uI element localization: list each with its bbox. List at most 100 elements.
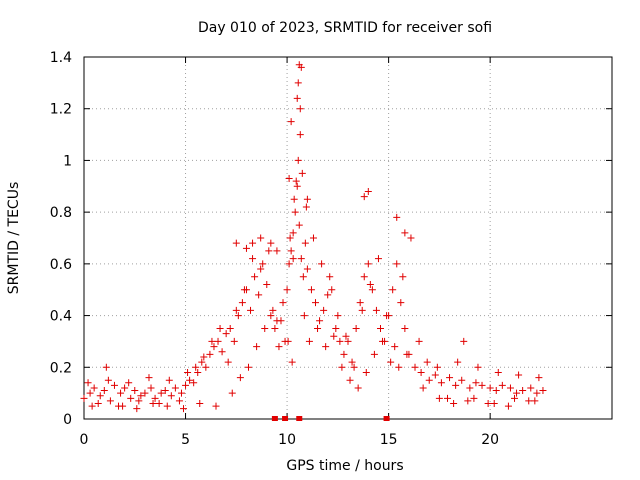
data-point [119, 402, 127, 410]
data-point [458, 376, 466, 384]
data-point [157, 389, 165, 397]
y-tick-label: 0 [63, 412, 72, 428]
data-point [372, 306, 380, 314]
data-point [348, 358, 356, 366]
data-point [328, 286, 336, 294]
data-point [290, 195, 298, 203]
data-point [232, 239, 240, 247]
data-point [437, 379, 445, 387]
data-point [350, 363, 358, 371]
data-point [340, 350, 348, 358]
bottom-flag-marker [271, 416, 278, 421]
data-point [460, 337, 468, 345]
data-point [506, 384, 514, 392]
data-point [269, 306, 277, 314]
data-point [86, 389, 94, 397]
data-point [539, 387, 547, 395]
data-point [234, 312, 242, 320]
data-point [294, 79, 302, 87]
data-point [137, 392, 145, 400]
y-tick-label: 1 [63, 153, 72, 169]
data-point [454, 358, 462, 366]
data-point [486, 384, 494, 392]
data-point [271, 325, 279, 332]
data-point [147, 384, 155, 392]
data-point [336, 337, 344, 345]
data-point [425, 376, 433, 384]
data-point [450, 399, 458, 407]
data-point [135, 397, 143, 405]
data-point [218, 348, 226, 356]
data-point [358, 306, 366, 314]
data-point [255, 291, 263, 299]
data-point [230, 337, 238, 345]
x-tick-label: 0 [80, 432, 89, 448]
data-point [206, 350, 214, 358]
data-point [395, 363, 403, 371]
y-tick-label: 0.8 [50, 205, 72, 221]
data-point [192, 363, 200, 371]
data-point [133, 405, 141, 413]
data-point [88, 402, 96, 410]
y-tick-label: 0.4 [50, 309, 72, 325]
data-point [417, 368, 425, 376]
data-point [515, 371, 523, 379]
data-point [397, 299, 405, 307]
data-point [300, 312, 308, 320]
data-point [368, 286, 376, 294]
data-point [273, 247, 281, 255]
data-point [401, 229, 409, 237]
data-point [364, 187, 372, 195]
data-point [232, 306, 240, 314]
data-point [403, 350, 411, 358]
data-point [433, 363, 441, 371]
data-point [247, 306, 255, 314]
data-point [194, 368, 202, 376]
data-point [208, 337, 216, 345]
gridlines [84, 57, 612, 419]
y-axis-label: SRMTID / TECUs [6, 182, 22, 295]
data-point [391, 343, 399, 351]
data-point [293, 94, 301, 102]
data-point [186, 376, 194, 384]
data-point [171, 384, 179, 392]
data-point [294, 156, 302, 164]
data-point [163, 402, 171, 410]
data-point [249, 255, 257, 263]
data-point [228, 389, 236, 397]
data-point [531, 397, 539, 405]
data-point [330, 332, 338, 340]
data-point [393, 260, 401, 268]
data-point [106, 397, 114, 405]
data-point [407, 234, 415, 242]
data-point [291, 208, 299, 216]
data-point [298, 169, 306, 177]
data-point [145, 374, 153, 382]
data-point [275, 343, 283, 351]
data-point [287, 247, 295, 255]
data-point [277, 317, 285, 325]
data-point [177, 389, 185, 397]
data-point [494, 368, 502, 376]
x-axis-label: GPS time / hours [286, 458, 403, 474]
data-point [263, 281, 271, 289]
data-point [332, 325, 340, 332]
data-point [511, 394, 519, 402]
data-point [472, 379, 480, 387]
data-point [419, 384, 427, 392]
data-point [303, 265, 311, 273]
data-point [151, 394, 159, 402]
data-point [238, 299, 246, 307]
data-point [354, 384, 362, 392]
data-point [242, 244, 250, 252]
data-point [370, 350, 378, 358]
data-point [102, 363, 110, 371]
x-tick-label: 10 [278, 432, 296, 448]
data-point [180, 405, 188, 413]
y-tick-label: 0.6 [50, 257, 72, 273]
data-point [240, 286, 248, 294]
data-point [296, 131, 304, 139]
data-point [344, 337, 352, 345]
data-point [415, 337, 423, 345]
data-point [474, 363, 482, 371]
